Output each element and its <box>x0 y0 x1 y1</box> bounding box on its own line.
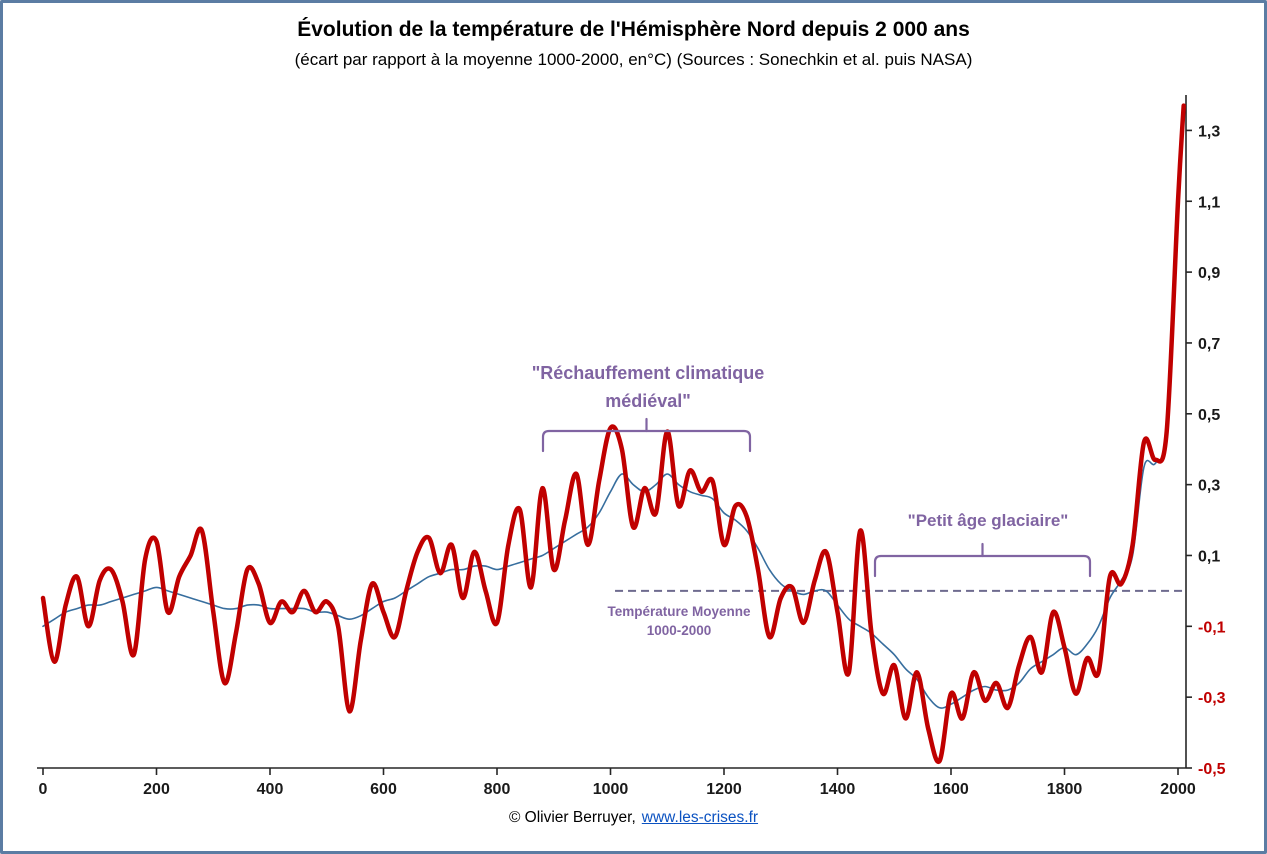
annotation-medieval-line1: "Réchauffement climatique <box>531 363 765 383</box>
annotation-mean-line1: Température Moyenne <box>607 604 751 619</box>
y-tick-label: 1,3 <box>1198 123 1220 140</box>
smoothed-series-blue <box>42 119 1185 709</box>
les-crises-link[interactable]: www.les-crises.fr <box>641 809 759 826</box>
copyright-text: © Olivier Berruyer, <box>508 809 636 826</box>
y-tick-label: -0,5 <box>1198 761 1226 778</box>
y-tick-label: -0,1 <box>1198 619 1226 636</box>
x-tick-label: 1200 <box>706 781 742 798</box>
y-tick-label: 0,5 <box>1198 407 1220 424</box>
x-tick-label: 400 <box>257 781 284 798</box>
y-tick-label: 0,3 <box>1198 478 1220 495</box>
annotation-mean-temperature: Température Moyenne 1000-2000 <box>563 602 795 640</box>
annotation-little-ice-age-text: "Petit âge glaciaire" <box>907 511 1069 530</box>
annotation-medieval-warming: "Réchauffement climatique médiéval" <box>498 359 798 415</box>
little-ice-age-bracket <box>873 554 1092 578</box>
chart-title: Évolution de la température de l'Hémisph… <box>297 18 970 41</box>
annotation-little-ice-age: "Petit âge glaciaire" <box>858 511 1118 531</box>
y-tick-label: 0,7 <box>1198 336 1220 353</box>
chart-canvas: 0 200 400 600 800 1000 1200 1400 1600 1800 2000 1,3… <box>37 95 1226 798</box>
x-tick-label: 1400 <box>820 781 856 798</box>
x-tick-label: 200 <box>143 781 170 798</box>
x-tick-label: 1000 <box>593 781 629 798</box>
chart-subtitle: (écart par rapport à la moyenne 1000-200… <box>294 50 973 69</box>
temperature-series-red <box>40 103 1186 765</box>
y-tick-label: -0,3 <box>1198 690 1226 707</box>
x-tick-label: 1800 <box>1047 781 1083 798</box>
x-tick-label: 800 <box>484 781 511 798</box>
annotation-medieval-line2: médiéval" <box>605 391 691 411</box>
medieval-bracket <box>541 429 752 453</box>
x-tick-label: 2000 <box>1160 781 1196 798</box>
x-tick-label: 0 <box>39 781 48 798</box>
y-tick-label: 0,9 <box>1198 265 1220 282</box>
x-tick-label: 1600 <box>933 781 969 798</box>
footer: © Olivier Berruyer, www.les-crises.fr <box>3 809 1264 827</box>
y-tick-label: 0,1 <box>1198 548 1220 565</box>
y-tick-label: 1,1 <box>1198 194 1220 211</box>
x-tick-label: 600 <box>370 781 397 798</box>
annotation-mean-line2: 1000-2000 <box>646 623 712 638</box>
